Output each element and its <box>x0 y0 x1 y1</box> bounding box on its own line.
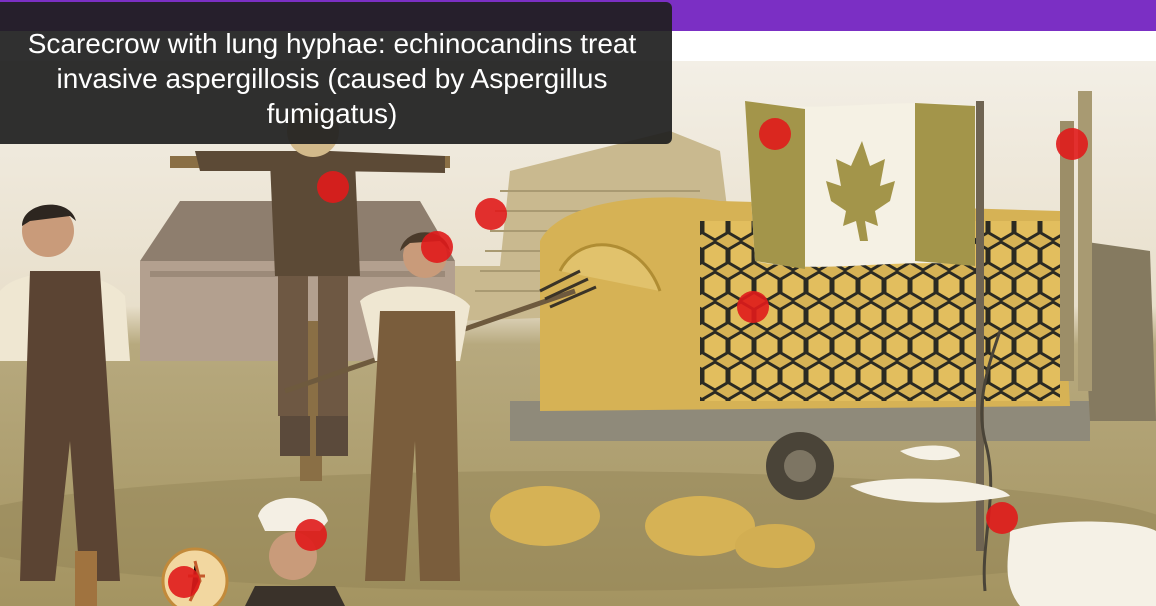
hotspot-turban-man[interactable] <box>295 519 327 551</box>
puddles <box>850 445 1156 606</box>
fence-post <box>75 551 97 606</box>
caption-text: Scarecrow with lung hyphae: echinocandin… <box>27 28 637 129</box>
hotspot-exhaust-pipe[interactable] <box>1056 128 1088 160</box>
hotspot-scarecrow-chest[interactable] <box>317 171 349 203</box>
hotspot-brick-wall[interactable] <box>475 198 507 230</box>
hotspot-orb[interactable] <box>168 566 200 598</box>
hotspot-sapling[interactable] <box>986 502 1018 534</box>
exhaust-pipes <box>1060 91 1092 391</box>
illustration-scene <box>0 61 1156 606</box>
canada-flag <box>745 101 984 551</box>
hay-bales <box>490 486 815 568</box>
caption-box: Scarecrow with lung hyphae: echinocandin… <box>0 2 672 144</box>
hotspot-farmer-head[interactable] <box>421 231 453 263</box>
scene-artwork <box>0 91 1156 606</box>
left-farmer <box>0 204 130 581</box>
scarecrow <box>170 105 450 481</box>
hotspot-canada-flag[interactable] <box>759 118 791 150</box>
hotspot-hay-mesh[interactable] <box>737 291 769 323</box>
